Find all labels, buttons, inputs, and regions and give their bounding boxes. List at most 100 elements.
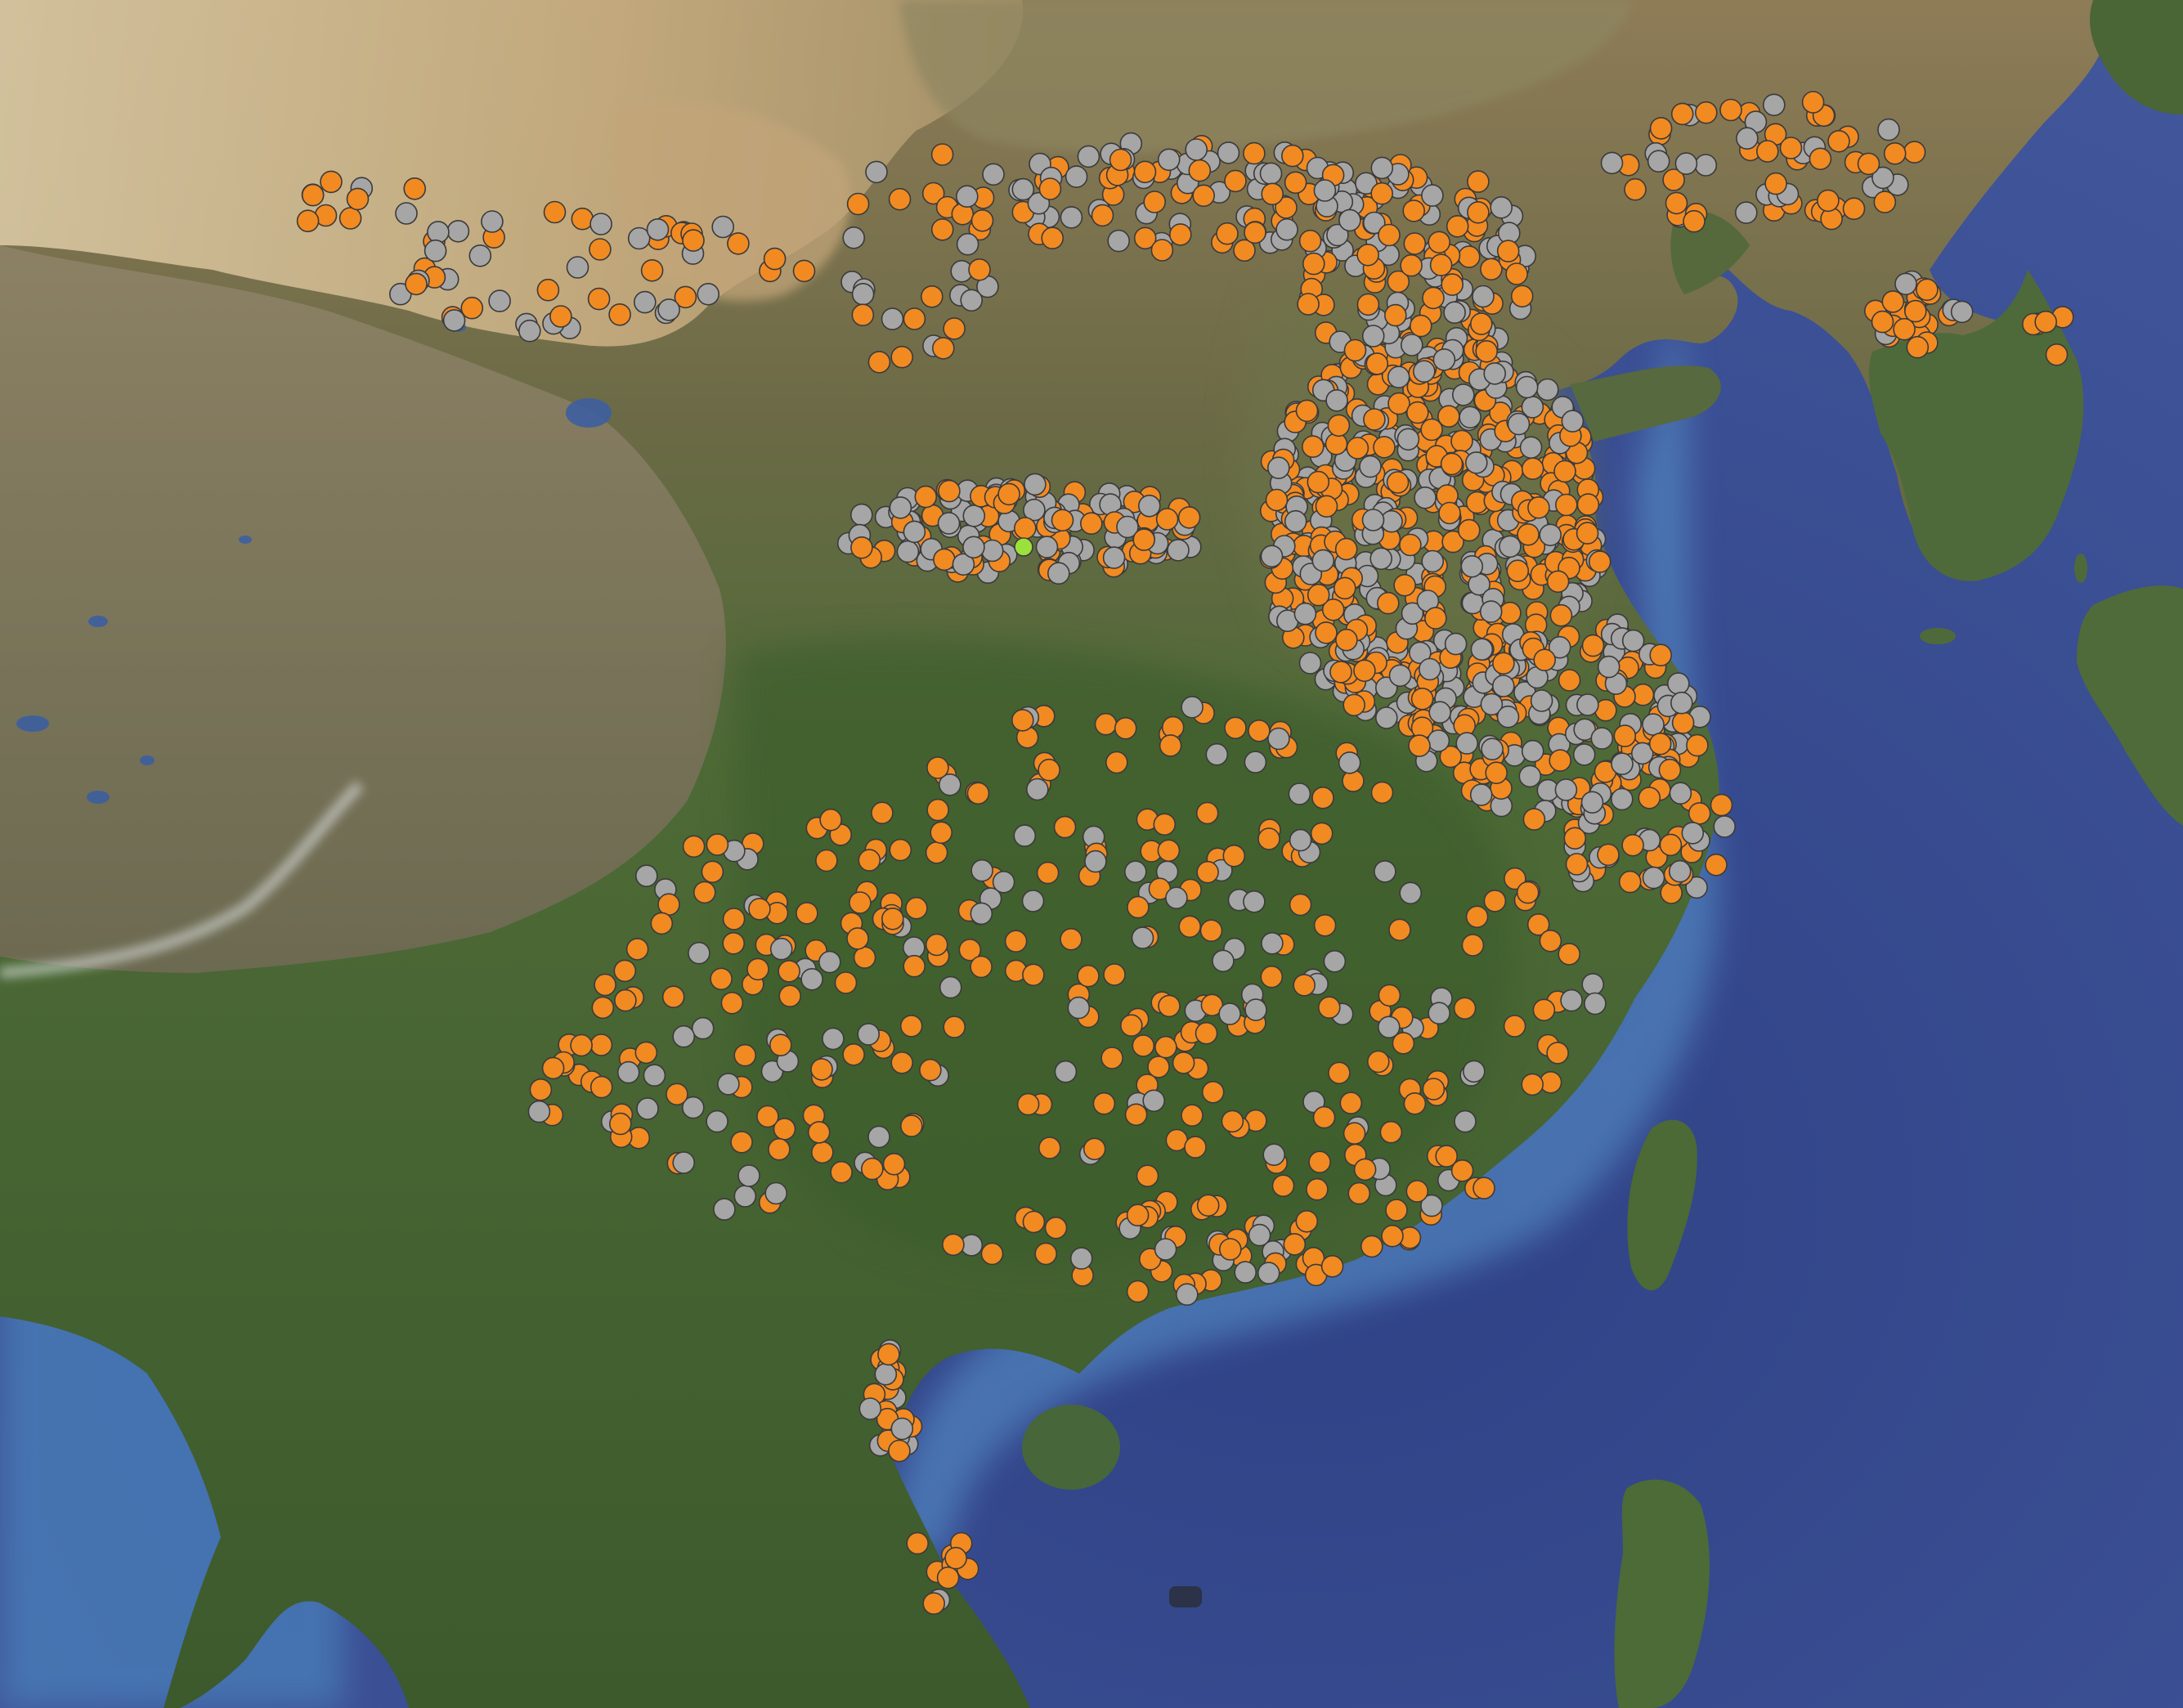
- site-marker-grey[interactable]: [1244, 998, 1267, 1021]
- site-marker-grey[interactable]: [1289, 828, 1312, 852]
- site-marker-grey[interactable]: [1631, 742, 1654, 765]
- site-marker-grey[interactable]: [962, 504, 986, 527]
- site-marker-orange[interactable]: [1370, 781, 1394, 805]
- site-marker-orange[interactable]: [1662, 168, 1685, 191]
- site-marker-orange[interactable]: [541, 1056, 565, 1080]
- site-marker-orange[interactable]: [720, 992, 744, 1015]
- site-marker-orange[interactable]: [1379, 1120, 1403, 1144]
- site-marker-orange[interactable]: [1809, 147, 1832, 171]
- site-marker-orange[interactable]: [1658, 758, 1682, 782]
- site-marker-grey[interactable]: [1536, 378, 1559, 401]
- site-marker-grey[interactable]: [1338, 208, 1361, 232]
- site-marker-grey[interactable]: [1590, 727, 1614, 750]
- site-marker-orange[interactable]: [1307, 583, 1330, 607]
- site-marker-orange[interactable]: [1133, 226, 1157, 250]
- site-marker-grey[interactable]: [1530, 689, 1553, 712]
- site-marker-orange[interactable]: [1181, 1104, 1204, 1127]
- site-marker-grey[interactable]: [1584, 992, 1607, 1015]
- site-marker-grey[interactable]: [1483, 362, 1506, 385]
- site-marker-grey[interactable]: [1621, 629, 1645, 652]
- site-marker-grey[interactable]: [717, 1073, 740, 1096]
- site-marker-grey[interactable]: [1257, 1262, 1280, 1284]
- site-marker-orange[interactable]: [625, 938, 649, 961]
- site-marker-orange[interactable]: [608, 1112, 632, 1136]
- site-marker-orange[interactable]: [1343, 1122, 1366, 1145]
- site-marker-orange[interactable]: [1127, 895, 1150, 919]
- site-marker-orange[interactable]: [900, 1114, 923, 1137]
- site-marker-grey[interactable]: [982, 163, 1005, 186]
- site-marker-grey[interactable]: [1490, 196, 1513, 219]
- site-marker-orange[interactable]: [1178, 915, 1201, 939]
- site-marker-grey[interactable]: [1452, 383, 1475, 406]
- site-marker-orange[interactable]: [591, 996, 615, 1020]
- site-marker-orange[interactable]: [1403, 1092, 1427, 1115]
- site-marker-orange[interactable]: [1103, 963, 1126, 986]
- site-marker-orange[interactable]: [1315, 495, 1338, 518]
- site-marker-orange[interactable]: [1124, 1103, 1148, 1127]
- site-marker-orange[interactable]: [966, 782, 990, 805]
- site-marker-grey[interactable]: [646, 217, 670, 241]
- site-marker-orange[interactable]: [1346, 437, 1369, 460]
- site-marker-orange[interactable]: [722, 908, 746, 930]
- site-marker-orange[interactable]: [1450, 1159, 1474, 1182]
- site-marker-orange[interactable]: [1022, 963, 1045, 987]
- site-marker-grey[interactable]: [1060, 206, 1083, 229]
- site-marker-orange[interactable]: [529, 1078, 553, 1101]
- site-marker-grey[interactable]: [1167, 539, 1190, 562]
- site-marker-orange[interactable]: [1688, 802, 1711, 825]
- site-marker-orange[interactable]: [1483, 890, 1507, 912]
- site-marker-orange[interactable]: [1100, 1047, 1123, 1069]
- site-marker-orange[interactable]: [1271, 1174, 1295, 1197]
- site-marker-orange[interactable]: [958, 939, 982, 962]
- site-marker-orange[interactable]: [1200, 993, 1224, 1017]
- site-marker-orange[interactable]: [1126, 1280, 1150, 1303]
- site-marker-orange[interactable]: [1467, 200, 1490, 224]
- site-marker-grey[interactable]: [1642, 866, 1665, 890]
- site-marker-orange[interactable]: [710, 967, 733, 991]
- site-marker-orange[interactable]: [921, 285, 944, 308]
- site-marker-orange[interactable]: [933, 548, 956, 572]
- site-marker-orange[interactable]: [1817, 189, 1840, 213]
- site-marker-grey[interactable]: [1325, 388, 1348, 412]
- site-marker-orange[interactable]: [1327, 414, 1351, 437]
- site-marker-grey[interactable]: [424, 239, 447, 262]
- site-marker-orange[interactable]: [1393, 573, 1416, 597]
- site-marker-orange[interactable]: [1298, 229, 1322, 253]
- site-marker-orange[interactable]: [1504, 867, 1526, 890]
- site-marker-grey[interactable]: [1444, 632, 1468, 656]
- site-marker-orange[interactable]: [640, 258, 664, 282]
- site-marker-orange[interactable]: [906, 1531, 929, 1555]
- site-marker-orange[interactable]: [1906, 335, 1930, 359]
- site-marker-orange[interactable]: [1293, 974, 1316, 997]
- site-marker-orange[interactable]: [1373, 436, 1396, 459]
- site-marker-grey[interactable]: [1267, 456, 1290, 480]
- site-marker-grey[interactable]: [937, 512, 961, 535]
- site-marker-orange[interactable]: [1392, 1032, 1415, 1055]
- site-marker-orange[interactable]: [338, 207, 362, 230]
- site-marker-grey[interactable]: [851, 282, 875, 306]
- site-marker-grey[interactable]: [1323, 950, 1347, 973]
- site-marker-grey[interactable]: [1021, 890, 1045, 912]
- site-marker-orange[interactable]: [1136, 1164, 1159, 1187]
- site-marker-grey[interactable]: [1154, 1238, 1177, 1261]
- site-marker-orange[interactable]: [1060, 928, 1083, 951]
- site-marker-orange[interactable]: [1597, 843, 1620, 867]
- site-marker-orange[interactable]: [1313, 914, 1337, 937]
- site-marker-grey[interactable]: [1496, 705, 1520, 728]
- site-marker-orange[interactable]: [1764, 172, 1787, 195]
- site-marker-orange[interactable]: [1038, 758, 1060, 782]
- site-marker-grey[interactable]: [890, 1417, 914, 1441]
- site-marker-orange[interactable]: [1683, 209, 1706, 233]
- site-marker-orange[interactable]: [905, 896, 928, 920]
- site-marker-grey[interactable]: [889, 496, 912, 519]
- site-marker-orange[interactable]: [942, 1233, 965, 1257]
- site-marker-grey[interactable]: [681, 1096, 705, 1119]
- site-marker-grey[interactable]: [956, 232, 979, 256]
- site-marker-orange[interactable]: [1051, 509, 1074, 532]
- site-marker-orange[interactable]: [926, 756, 949, 779]
- site-marker-orange[interactable]: [889, 838, 912, 862]
- site-marker-grey[interactable]: [636, 1097, 659, 1120]
- site-marker-grey[interactable]: [1069, 1247, 1093, 1270]
- site-marker-grey[interactable]: [903, 520, 926, 544]
- site-marker-orange[interactable]: [1386, 471, 1410, 494]
